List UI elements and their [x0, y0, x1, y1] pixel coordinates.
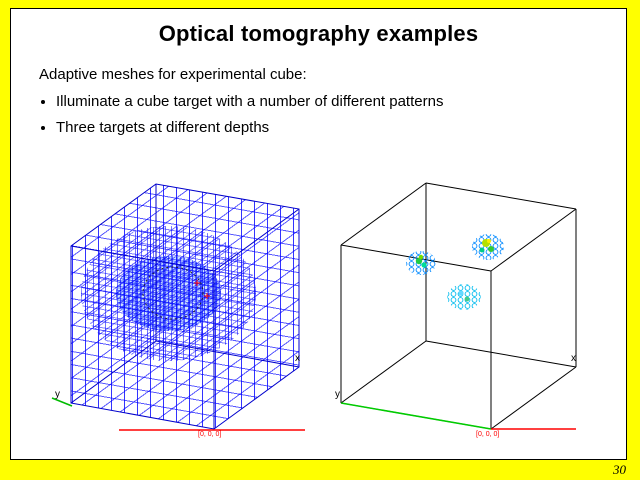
target-cluster-1	[406, 251, 436, 275]
y-axis-line	[340, 402, 492, 430]
target-outline	[142, 266, 204, 320]
bullet-item: Illuminate a cube target with a number o…	[56, 92, 443, 112]
x-axis-label: x	[295, 353, 300, 364]
content-panel: Optical tomography examples Adaptive mes…	[10, 8, 627, 460]
cube-edges	[70, 183, 300, 430]
y-axis-label: y	[55, 389, 60, 400]
x-axis-label: x	[571, 353, 576, 364]
y-axis-label: y	[335, 389, 340, 400]
intro-text: Adaptive meshes for experimental cube:	[39, 66, 307, 83]
y-axis-line	[51, 397, 73, 407]
page-number: 30	[613, 462, 626, 477]
bullet-item: Three targets at different depths	[56, 118, 443, 138]
right-figure-canvas	[340, 182, 577, 430]
page-title: Optical tomography examples	[158, 21, 479, 46]
mesh-volume	[71, 184, 299, 429]
origin-label: [0, 0, 0]	[198, 431, 222, 438]
left-figure-canvas	[51, 183, 305, 431]
origin-label: [0, 0, 0]	[476, 431, 500, 438]
adaptive-mesh-cube-figure: x y [0, 0, 0]	[46, 171, 318, 453]
source-markers	[194, 280, 210, 299]
three-targets-cube-figure: x y [0, 0, 0]	[331, 171, 596, 453]
target-cluster-3	[447, 284, 481, 310]
bullet-list: Illuminate a cube target with a number o…	[39, 92, 443, 144]
mesh-core-grid	[116, 256, 221, 331]
target-cluster-2	[472, 234, 504, 260]
